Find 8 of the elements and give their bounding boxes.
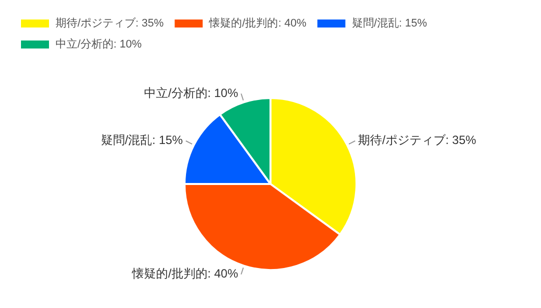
legend-label: 期待/ポジティブ: 35% — [56, 16, 164, 30]
legend-label: 懐疑的/批判的: 40% — [208, 16, 307, 30]
legend-label: 中立/分析的: 10% — [56, 38, 142, 51]
slice-label: 中立/分析的: 10% — [144, 86, 238, 100]
slice-label: 疑問/混乱: 15% — [100, 133, 184, 148]
slice-label: 期待/ポジティブ: 35% — [358, 133, 476, 148]
slice-label: 懐疑的/批判的: 40% — [131, 266, 238, 281]
legend-label: 疑問/混乱: 15% — [352, 18, 428, 30]
